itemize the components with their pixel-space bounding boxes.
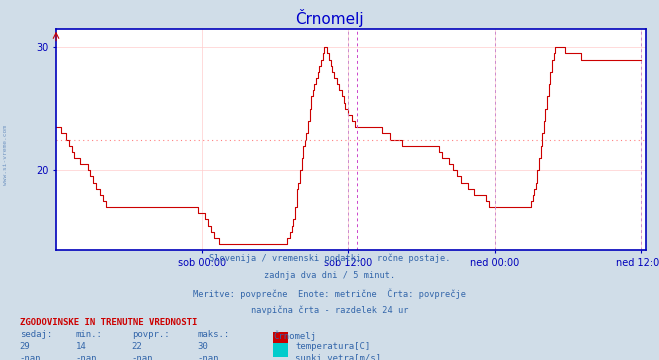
Text: ZGODOVINSKE IN TRENUTNE VREDNOSTI: ZGODOVINSKE IN TRENUTNE VREDNOSTI — [20, 318, 197, 327]
Text: Slovenija / vremenski podatki - ročne postaje.: Slovenija / vremenski podatki - ročne po… — [209, 254, 450, 263]
Text: 14: 14 — [76, 342, 86, 351]
Text: www.si-vreme.com: www.si-vreme.com — [3, 125, 8, 185]
Text: zadnja dva dni / 5 minut.: zadnja dva dni / 5 minut. — [264, 271, 395, 280]
Text: povpr.:: povpr.: — [132, 330, 169, 339]
Text: navpična črta - razdelek 24 ur: navpična črta - razdelek 24 ur — [251, 306, 408, 315]
Text: min.:: min.: — [76, 330, 103, 339]
Text: -nan: -nan — [132, 354, 154, 360]
Text: 22: 22 — [132, 342, 142, 351]
Text: -nan: -nan — [20, 354, 42, 360]
Text: temperatura[C]: temperatura[C] — [295, 342, 370, 351]
Text: -nan: -nan — [198, 354, 219, 360]
Text: Črnomelj: Črnomelj — [295, 9, 364, 27]
Text: Črnomelj: Črnomelj — [273, 330, 316, 341]
Text: Meritve: povprečne  Enote: metrične  Črta: povprečje: Meritve: povprečne Enote: metrične Črta:… — [193, 288, 466, 299]
Text: maks.:: maks.: — [198, 330, 230, 339]
Text: 29: 29 — [20, 342, 30, 351]
Text: -nan: -nan — [76, 354, 98, 360]
Text: sunki vetra[m/s]: sunki vetra[m/s] — [295, 354, 382, 360]
Text: 30: 30 — [198, 342, 208, 351]
Text: sedaj:: sedaj: — [20, 330, 52, 339]
